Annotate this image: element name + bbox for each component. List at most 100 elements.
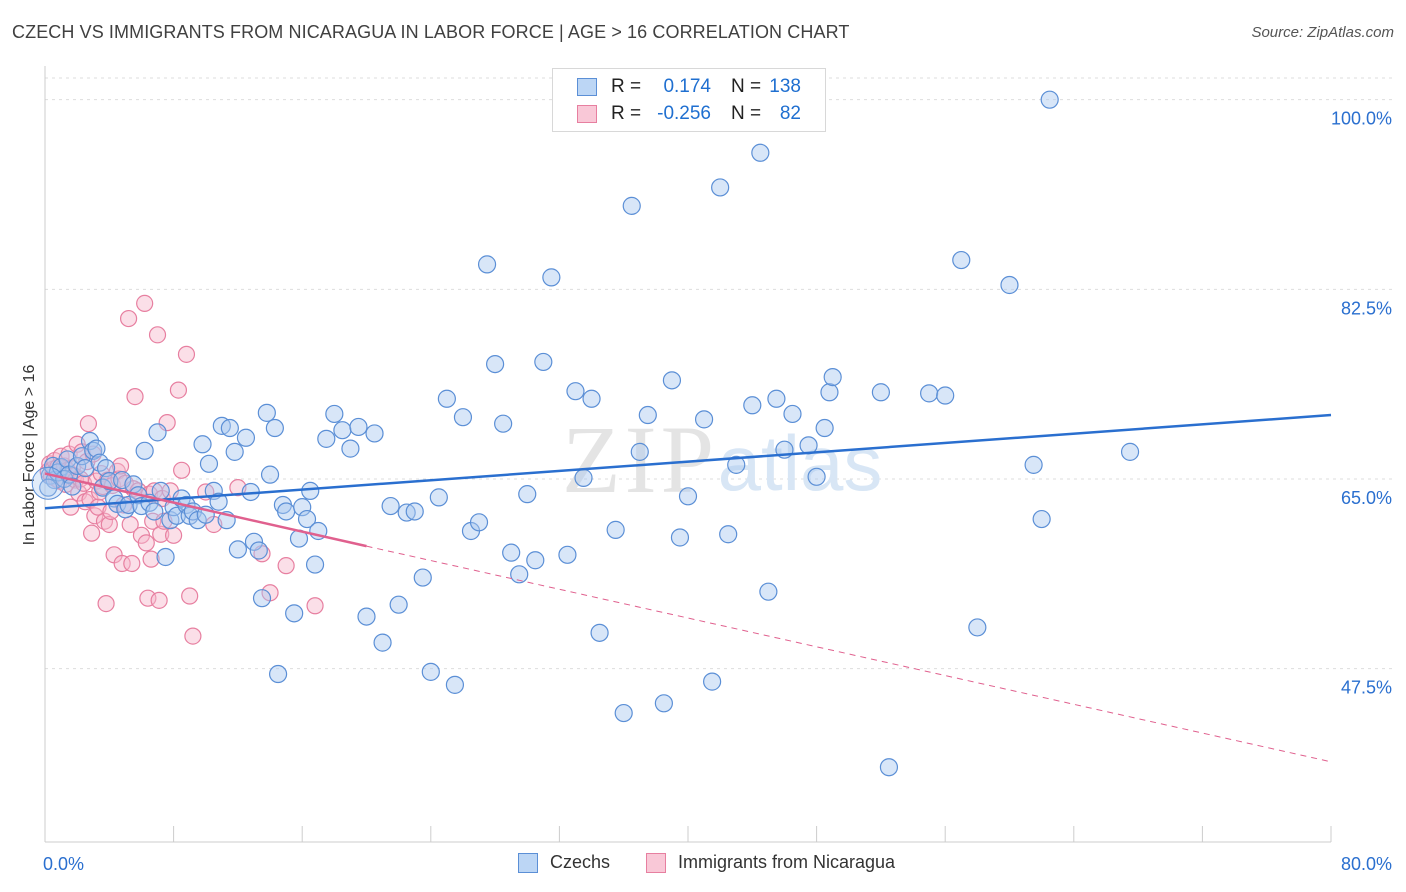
czech-point	[1120, 442, 1140, 461]
legend-swatch-czechs	[518, 852, 538, 873]
czech-point	[156, 547, 175, 567]
chart-title: CZECH VS IMMIGRANTS FROM NICARAGUA IN LA…	[12, 22, 850, 42]
czech-point	[265, 418, 284, 438]
legend-n-label: N =	[731, 76, 762, 97]
czech-point	[590, 623, 609, 642]
czech-point	[80, 431, 100, 451]
tick-labels: 47.5% 65.0% 82.5% 100.0% 0.0% 80.0%	[43, 109, 1392, 874]
czech-point	[815, 418, 834, 438]
czech-point	[389, 595, 408, 614]
czech-point	[542, 268, 561, 287]
nicaragua-point	[177, 345, 196, 363]
czech-point	[566, 382, 585, 401]
czech-trend-line	[44, 413, 1332, 510]
nicaragua-point	[83, 524, 101, 542]
czech-point	[879, 758, 899, 777]
czech-point	[823, 367, 842, 387]
legend-n-label: N =	[731, 103, 762, 124]
legend-r-label: R =	[611, 76, 642, 97]
czech-point	[469, 513, 489, 532]
y-tick-label: 47.5%	[1341, 678, 1392, 698]
czech-point	[920, 384, 939, 403]
nicaragua-point	[97, 594, 115, 613]
correlation-legend: R = 0.174 N = 138 R = -0.256 N = 82	[552, 68, 826, 132]
czech-point	[151, 481, 170, 500]
czech-point	[209, 492, 228, 511]
czech-point	[429, 488, 448, 507]
source-credit: Source: ZipAtlas.com	[1251, 24, 1394, 41]
czech-point	[405, 502, 424, 521]
y-tick-label: 65.0%	[1341, 488, 1392, 508]
czech-point	[807, 467, 826, 486]
czech-point	[526, 551, 545, 570]
czech-point	[670, 528, 690, 547]
czech-point	[413, 568, 432, 587]
czech-point	[437, 389, 456, 408]
czech-point	[325, 404, 344, 424]
czech-point	[285, 604, 304, 623]
legend-swatch-pink	[577, 105, 597, 123]
czech-point	[293, 498, 312, 517]
nicaragua-point	[95, 512, 114, 530]
czech-point	[1000, 275, 1019, 295]
czech-point	[193, 435, 212, 454]
czech-point	[1024, 455, 1043, 474]
czech-point	[225, 442, 244, 461]
nicaragua-point	[126, 388, 144, 406]
czech-point	[148, 423, 167, 442]
czech-point	[453, 408, 473, 427]
czech-point	[534, 352, 553, 372]
watermark: ZIP atlas	[562, 406, 882, 513]
x-tick-label: 80.0%	[1341, 854, 1392, 874]
grid-layer	[45, 77, 1392, 670]
nicaragua-point	[111, 457, 130, 475]
czech-point	[39, 478, 58, 497]
czech-point	[952, 250, 971, 270]
legend-row-czechs: R = 0.174 N = 138	[553, 74, 825, 100]
czech-point	[305, 555, 325, 574]
czech-point	[145, 502, 164, 521]
czech-point	[936, 386, 955, 405]
czech-point	[333, 421, 352, 440]
nicaragua-point	[150, 591, 168, 609]
czech-point	[727, 455, 746, 474]
czech-point	[349, 417, 368, 437]
czech-point	[113, 470, 132, 490]
czech-point	[711, 178, 730, 197]
czech-point	[421, 662, 440, 681]
czech-point	[767, 389, 786, 408]
nicaragua-point	[306, 597, 324, 615]
nicaragua-point	[184, 627, 202, 645]
czech-point	[260, 465, 280, 484]
nicaragua-point	[137, 534, 155, 552]
nicaragua-point	[142, 550, 160, 568]
series-legend: Czechs Immigrants from Nicaragua	[0, 852, 1406, 876]
nicaragua-point	[136, 294, 154, 313]
czech-point	[1040, 90, 1059, 109]
czech-point	[445, 675, 465, 694]
czech-cluster-point	[31, 466, 65, 500]
czech-point	[518, 485, 537, 504]
nicaragua-point	[123, 554, 141, 573]
legend-r-value: -0.256	[657, 103, 711, 124]
x-tick-label: 0.0%	[43, 854, 84, 874]
legend-item-czechs[interactable]: Czechs	[518, 852, 610, 873]
czech-point	[654, 694, 673, 713]
legend-item-nicaragua[interactable]: Immigrants from Nicaragua	[646, 852, 895, 873]
legend-n-value: 82	[779, 103, 801, 124]
czech-point	[743, 396, 762, 415]
czech-point	[87, 439, 106, 458]
czech-point	[751, 143, 770, 162]
czech-point	[220, 418, 239, 438]
czech-point	[228, 540, 247, 559]
czech-point	[365, 424, 384, 443]
czech-point	[277, 502, 296, 521]
czech-point	[871, 383, 891, 402]
czech-point	[574, 468, 593, 487]
czech-point	[268, 664, 288, 684]
czech-point	[236, 428, 256, 447]
legend-row-nicaragua: R = -0.256 N = 82	[553, 101, 825, 127]
czech-point	[297, 509, 317, 529]
legend-r-value: 0.174	[663, 76, 711, 97]
